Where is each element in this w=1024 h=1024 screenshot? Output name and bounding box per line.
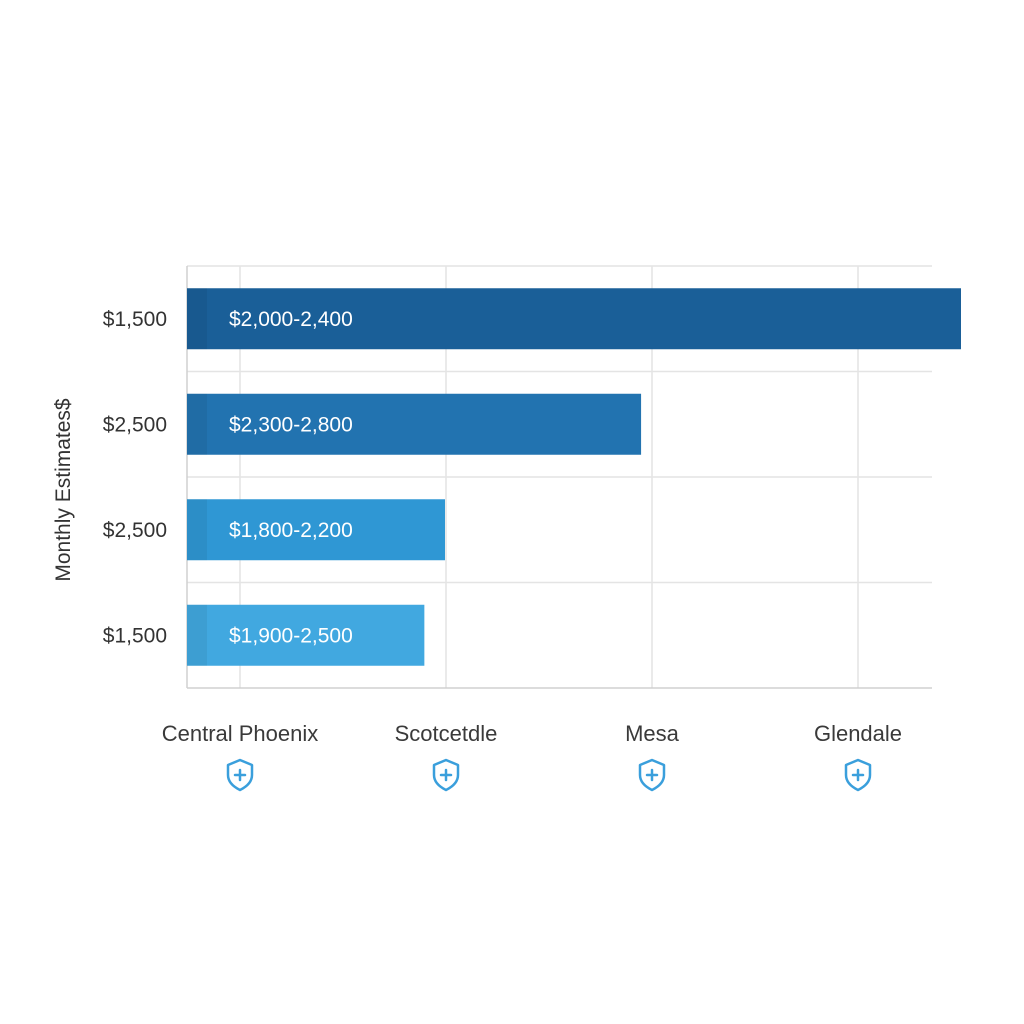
bar (187, 499, 445, 561)
bar-accent (187, 393, 207, 455)
y-tick-label: $2,500 (103, 413, 167, 436)
y-tick-label: $2,500 (103, 519, 167, 542)
bar-value-label: $1,800-2,200 (229, 519, 353, 542)
shield-plus-icon (226, 758, 254, 792)
shield-plus-icon (638, 758, 666, 792)
bar (187, 393, 642, 455)
y-axis-title: Monthly Estimates$ (52, 398, 75, 582)
bar-value-label: $2,300-2,800 (229, 413, 353, 436)
bar-value-label: $1,900-2,500 (229, 624, 353, 647)
bar-accent (187, 288, 207, 350)
shield-plus-icon (844, 758, 872, 792)
bar-accent (187, 499, 207, 561)
y-tick-label: $1,500 (103, 624, 167, 647)
bar-accent (187, 604, 207, 666)
labels: $2,000-2,400 $1,500 $2,300-2,800 $2,500 $1,8… (103, 308, 902, 792)
shield-plus-icon (432, 758, 460, 792)
y-tick-label: $1,500 (103, 308, 167, 331)
x-category-label: Mesa (625, 721, 680, 746)
x-category-label: Central Phoenix (162, 721, 319, 746)
bar (187, 288, 961, 350)
bar (187, 604, 425, 666)
bar-value-label: $2,000-2,400 (229, 308, 353, 331)
x-category-label: Scotcetdle (395, 721, 498, 746)
bars (187, 288, 961, 666)
x-category-label: Glendale (814, 721, 902, 746)
